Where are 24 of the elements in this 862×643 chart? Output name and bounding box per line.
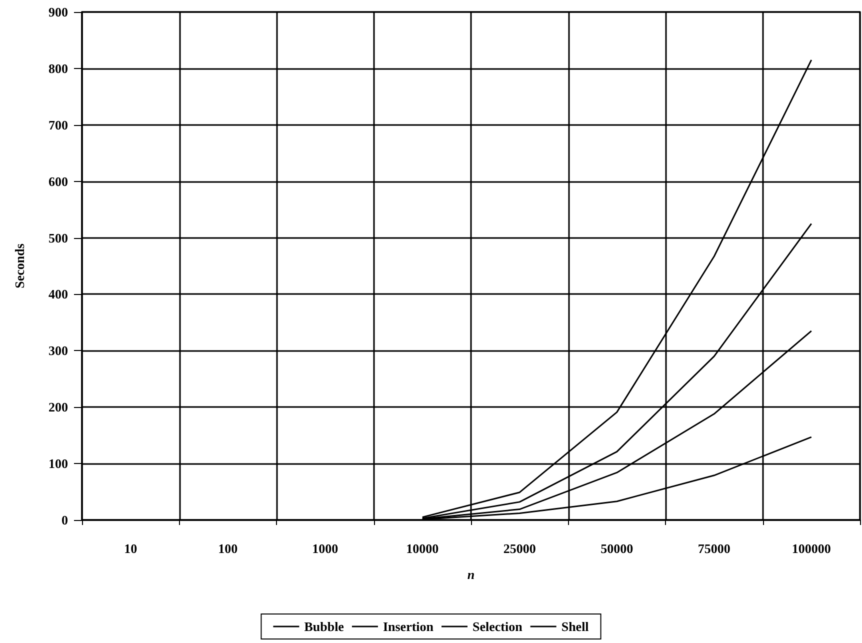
y-axis-title: Seconds — [12, 244, 27, 288]
y-tick-label: 800 — [48, 60, 68, 76]
y-tick-label: 600 — [48, 174, 68, 189]
x-tick-label: 50000 — [600, 541, 634, 556]
x-axis-title: n — [467, 567, 475, 582]
x-tick-label: 1000 — [312, 541, 338, 556]
y-tick-label: 0 — [62, 512, 68, 528]
y-tick-label: 100 — [48, 456, 68, 472]
y-tick-label: 500 — [48, 230, 68, 246]
legend-label: Shell — [561, 619, 590, 634]
x-tick-label: 25000 — [503, 541, 536, 556]
legend-label: Selection — [472, 619, 524, 634]
y-tick-label: 700 — [48, 117, 68, 132]
x-tick-label: 100000 — [792, 541, 831, 556]
y-tick-label: 300 — [48, 343, 68, 358]
y-tick-label: 900 — [48, 4, 68, 20]
x-tick-label: 100 — [218, 541, 238, 556]
x-tick-label: 10 — [124, 541, 138, 556]
legend-label: Insertion — [382, 619, 434, 634]
x-tick-label: 75000 — [698, 541, 730, 556]
x-tick-label: 10000 — [406, 541, 439, 556]
y-tick-label: 200 — [48, 400, 68, 415]
y-tick-label: 400 — [48, 286, 68, 302]
legend-label: Bubble — [304, 619, 344, 634]
